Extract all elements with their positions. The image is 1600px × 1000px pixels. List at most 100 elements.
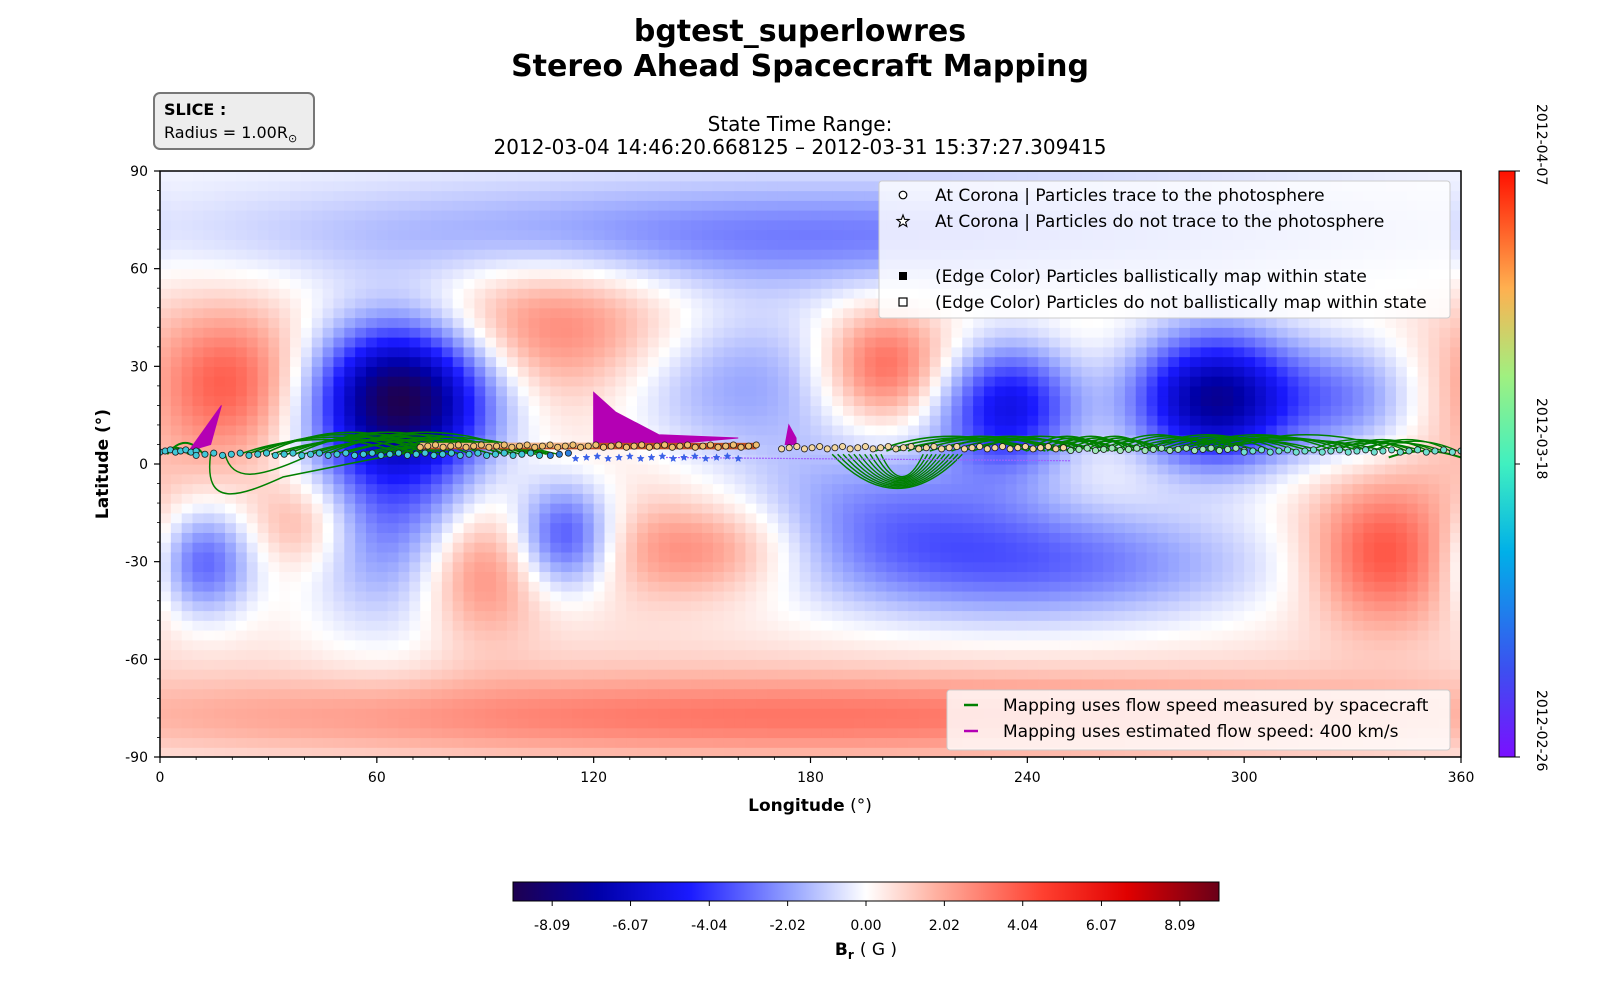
field-cell (279, 571, 291, 582)
field-cell (669, 395, 681, 406)
field-cell (496, 542, 508, 553)
field-cell (973, 590, 985, 602)
field-cell (1016, 532, 1028, 543)
field-cell (702, 405, 714, 416)
field-cell (799, 278, 812, 289)
field-cell (951, 171, 963, 182)
field-cell (1027, 366, 1039, 377)
field-cell (355, 737, 367, 748)
field-cell (322, 424, 335, 436)
field-cell (626, 610, 638, 621)
field-cell (897, 717, 909, 729)
field-cell (745, 590, 757, 602)
field-cell (160, 258, 172, 270)
field-cell (983, 571, 996, 582)
field-cell (257, 346, 270, 358)
field-cell (355, 180, 367, 192)
field-cell (485, 268, 497, 280)
field-cell (365, 171, 378, 182)
field-cell (691, 542, 703, 553)
field-cell (528, 395, 541, 406)
field-cell (853, 180, 866, 192)
field-cell (669, 493, 681, 504)
field-cell (864, 366, 877, 377)
field-cell (420, 356, 432, 367)
field-cell (962, 542, 974, 553)
field-cell (777, 200, 790, 211)
field-cell (441, 307, 454, 319)
field-cell (821, 434, 833, 446)
field-cell (962, 317, 974, 328)
field-cell (723, 688, 736, 699)
field-cell (647, 180, 660, 192)
field-cell (214, 356, 226, 367)
field-cell (788, 571, 801, 582)
field-cell (658, 258, 671, 270)
field-cell (506, 385, 519, 397)
field-cell (1049, 542, 1061, 553)
field-cell (322, 717, 335, 729)
field-cell (300, 180, 313, 192)
field-cell (637, 737, 649, 748)
field-cell (268, 727, 280, 739)
field-cell (962, 503, 974, 514)
field-cell (756, 268, 768, 280)
field-cell (1038, 630, 1050, 641)
field-cell (788, 346, 801, 358)
field-cell (203, 708, 215, 719)
field-cell (474, 620, 486, 631)
field-cell (702, 590, 714, 602)
field-cell (875, 590, 887, 602)
field-cell (203, 473, 215, 485)
field-cell (691, 473, 703, 485)
field-cell (225, 268, 237, 280)
field-cell (593, 522, 606, 533)
field-cell (409, 522, 421, 533)
field-cell (712, 219, 725, 231)
field-cell (669, 669, 681, 680)
field-cell (322, 600, 335, 612)
field-cell (745, 747, 757, 757)
field-cell (550, 620, 562, 631)
field-cell (745, 512, 757, 524)
field-cell (615, 659, 627, 670)
field-cell (799, 551, 812, 563)
field-cell (973, 473, 985, 485)
field-cell (170, 219, 183, 231)
field-cell (268, 512, 280, 524)
field-cell (431, 171, 443, 182)
field-cell (452, 737, 465, 748)
field-cell (550, 493, 562, 504)
field-cell (279, 405, 291, 416)
field-cell (908, 512, 920, 524)
field-cell (441, 278, 454, 289)
field-cell (246, 337, 259, 348)
field-cell (756, 444, 768, 455)
field-cell (506, 522, 519, 533)
field-cell (550, 434, 562, 446)
field-cell (853, 649, 866, 660)
field-cell (604, 610, 616, 621)
field-cell (550, 190, 562, 201)
field-cell (181, 630, 194, 641)
field-cell (431, 610, 443, 621)
field-cell (571, 395, 584, 406)
field-cell (571, 590, 584, 602)
field-cell (333, 522, 345, 533)
field-cell (300, 327, 313, 338)
field-cell (214, 444, 226, 455)
field-cell (788, 317, 801, 328)
field-cell (908, 561, 920, 573)
field-cell (626, 444, 638, 455)
field-cell (160, 395, 172, 406)
field-cell (788, 542, 801, 553)
field-cell (203, 727, 215, 739)
field-cell (387, 737, 400, 748)
field-cell (235, 219, 248, 231)
field-cell (235, 346, 248, 358)
field-cell (929, 424, 942, 436)
field-cell (376, 639, 389, 651)
field-cell (539, 229, 551, 240)
field-cell (962, 464, 974, 475)
field-cell (734, 337, 747, 348)
